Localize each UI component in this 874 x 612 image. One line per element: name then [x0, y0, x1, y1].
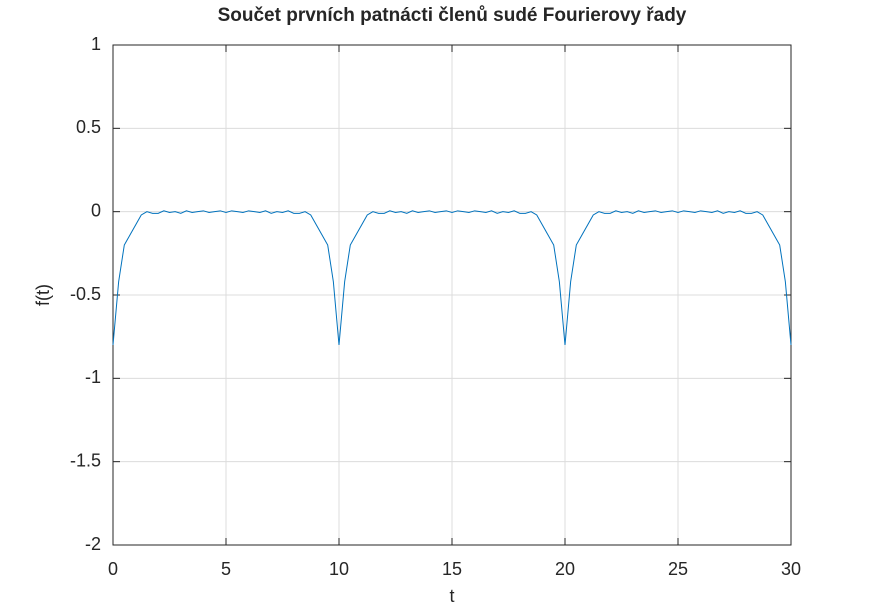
y-tick-label: -0.5 — [70, 284, 101, 304]
x-tick-label: 15 — [442, 559, 462, 579]
y-tick-label: -2 — [85, 534, 101, 554]
x-tick-label: 5 — [221, 559, 231, 579]
data-line — [112, 210, 792, 346]
axes-box — [112, 44, 792, 546]
x-tick-label: 30 — [781, 559, 801, 579]
x-tick-label: 10 — [329, 559, 349, 579]
x-tick-label: 25 — [668, 559, 688, 579]
y-tick-label: -1 — [85, 367, 101, 387]
x-tick-label: 20 — [555, 559, 575, 579]
y-tick-label: -1.5 — [70, 450, 101, 470]
chart-title: Součet prvních patnácti členů sudé Fouri… — [218, 5, 687, 26]
y-tick-label: 1 — [91, 34, 101, 54]
y-tick-label: 0 — [91, 200, 101, 220]
y-tick-label: 0.5 — [76, 117, 101, 137]
plot-area: 0 5 10 15 20 25 30 -2 -1.5 -1 -0.5 0 0.5 1 — [70, 34, 801, 579]
x-tick-label: 0 — [108, 559, 118, 579]
y-axis-label: f(t) — [33, 284, 53, 306]
x-axis-label: t — [449, 586, 454, 606]
